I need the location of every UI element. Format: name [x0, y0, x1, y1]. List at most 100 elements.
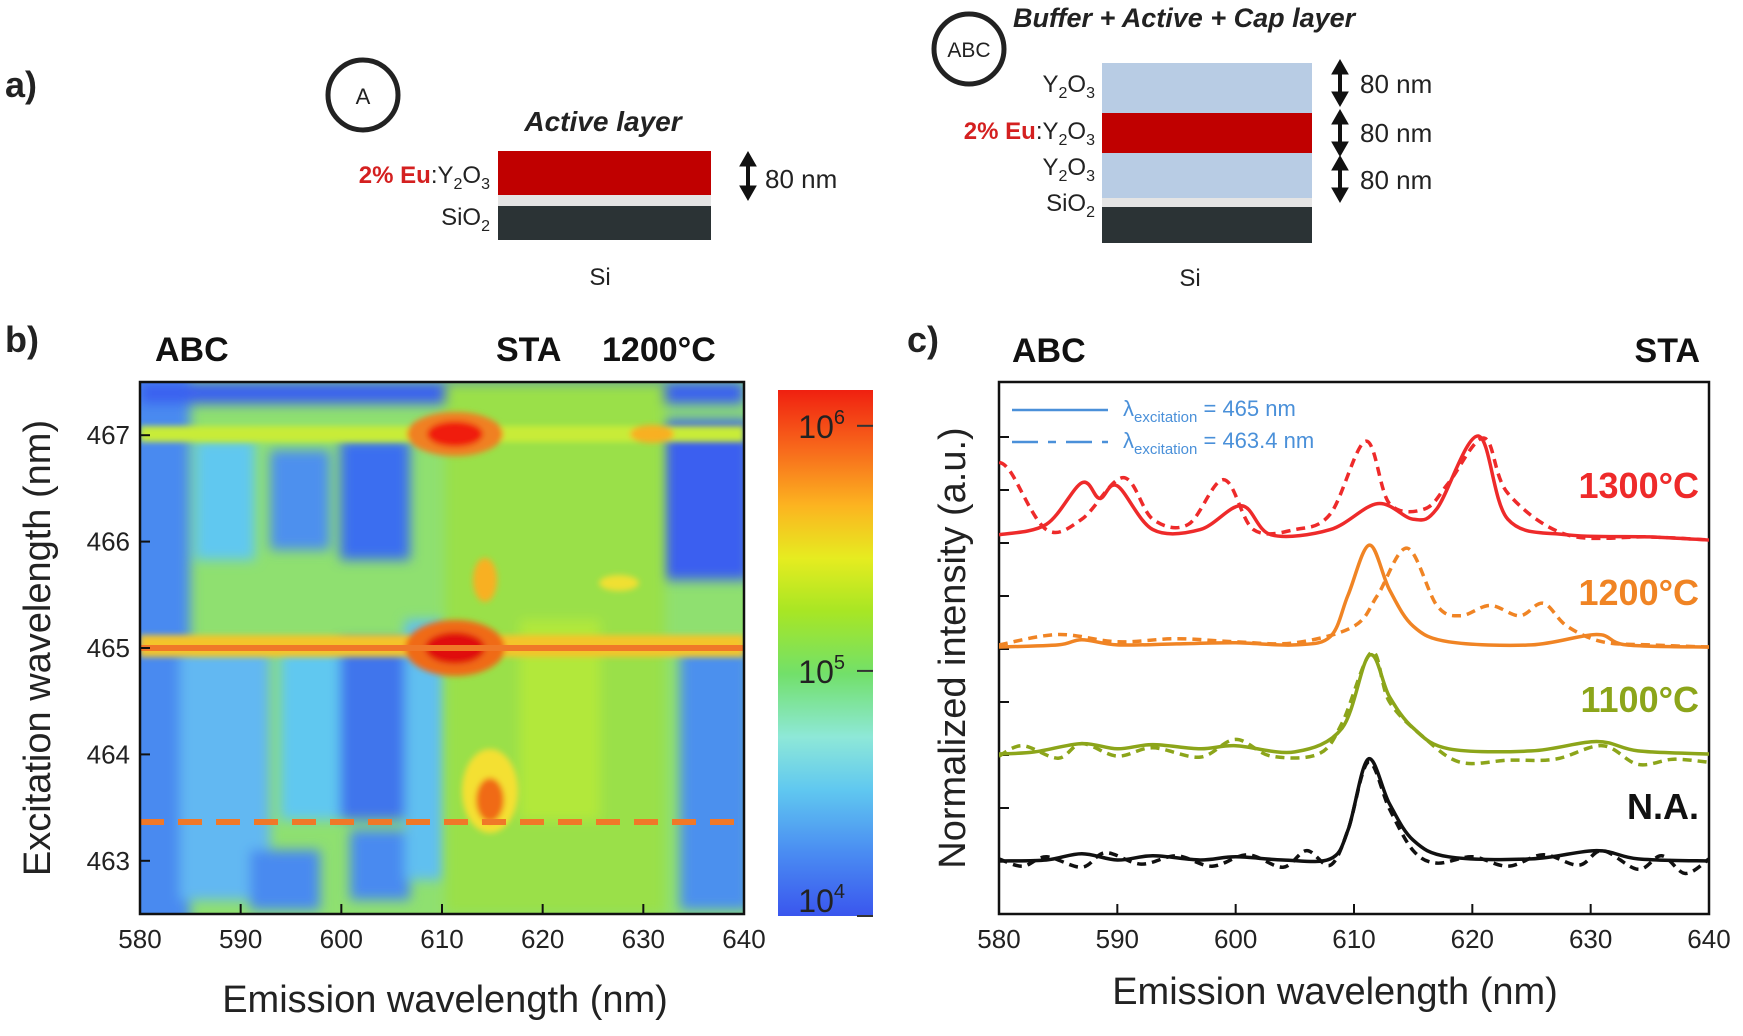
series-1300-c-label: 1300°C: [1579, 465, 1699, 506]
heatmap-y-tick-label: 463: [87, 846, 130, 876]
heatmap-x-tick-label: 580: [118, 924, 161, 954]
sample-abc-substrate-label: Si: [1179, 265, 1200, 292]
sample-abc-buffer-label: Y2O3: [1043, 154, 1096, 185]
heatmap-y-tick-label: 467: [87, 420, 130, 450]
line-chart-series: [999, 434, 1709, 876]
heatmap-y-tick-label: 465: [87, 633, 130, 663]
sample-abc-buffer-y: Y: [1043, 154, 1059, 181]
line-chart-legend: λexcitation = 465 nm λexcitation = 463.4…: [1012, 396, 1314, 458]
legend-dash-lambda: λ: [1123, 428, 1134, 453]
sample-a-o-text: O: [462, 162, 481, 189]
colorbar-tick-base: 10: [798, 883, 834, 919]
sample-abc-active-label: 2% Eu:Y2O3: [964, 118, 1095, 149]
line-chart-y-axis: [999, 436, 1009, 915]
legend-dash-sub: excitation: [1134, 441, 1197, 458]
sample-a-si-substrate: [498, 206, 711, 240]
colorbar-tick-exp: 6: [834, 407, 845, 429]
sample-abc-active-sub2: 2: [1059, 132, 1068, 149]
series-1100-c-dashed-line: [999, 650, 1709, 767]
heatmap-field: [140, 382, 744, 914]
colorbar-tick-label: 104: [798, 881, 845, 919]
panel-c-header-left: ABC: [1012, 332, 1086, 370]
sample-abc-sio-sub: 2: [1086, 204, 1095, 221]
sample-abc-si-substrate: [1102, 207, 1312, 243]
panel-b-header-mid: STA: [496, 331, 561, 369]
sample-a-sio2-label: SiO2: [441, 204, 490, 235]
legend-solid-value: = 465 nm: [1197, 396, 1295, 421]
legend-solid-lambda: λ: [1123, 396, 1134, 421]
double-arrow-icon: [739, 150, 757, 202]
sample-a-active-label: 2% Eu:Y2O3: [359, 162, 490, 193]
line-chart-x-tick-label: 630: [1569, 924, 1612, 954]
sample-abc-diagram: ABC Buffer + Active + Cap layer Y2O3 2% …: [931, 3, 1432, 292]
heatmap-ylabel: Excitation wavelength (nm): [17, 420, 59, 876]
sample-abc-cap-sub3: 3: [1086, 85, 1095, 102]
sample-a-title: Active layer: [523, 106, 683, 137]
sample-a-substrate-label: Si: [589, 264, 610, 291]
heatmap-x-axis: 580 590 600 610 620 630 640: [118, 904, 766, 954]
series-1100-c-label: 1100°C: [1581, 679, 1700, 720]
sample-a-badge-circle: [325, 57, 401, 133]
line-chart-x-tick-label: 580: [977, 924, 1020, 954]
heatmap-y-axis: 463 464 465 466 467: [87, 420, 150, 876]
sample-abc-cap-y: Y: [1043, 71, 1059, 98]
sample-a-thickness: 80 nm: [765, 164, 837, 194]
line-chart-x-tick-label: 620: [1451, 924, 1494, 954]
heatmap-band-467: [140, 412, 744, 456]
sample-a-sub2: 2: [454, 176, 463, 193]
sample-a-active-layer: [498, 151, 711, 195]
heatmap-x-tick-label: 640: [722, 924, 765, 954]
panel-a-label: a): [5, 64, 37, 105]
sample-abc-title: Buffer + Active + Cap layer: [1013, 3, 1357, 33]
heatmap-x-tick-label: 590: [219, 924, 262, 954]
line-chart-x-tick-label: 640: [1687, 924, 1730, 954]
colorbar-tick-exp: 5: [834, 652, 845, 674]
sample-a-y-text: :Y: [431, 162, 454, 189]
sample-abc-active-o: O: [1067, 118, 1086, 145]
panel-a: a) A Active layer 2% Eu:Y2O3 SiO2 80 nm …: [5, 3, 1432, 292]
sample-a-sio-sub: 2: [481, 218, 490, 235]
sample-abc-sio-text: SiO: [1046, 190, 1086, 217]
heatmap-x-tick-label: 620: [521, 924, 564, 954]
colorbar-tick-base: 10: [798, 654, 834, 690]
heatmap-y-tick-label: 464: [87, 739, 130, 769]
panel-b-header-left: ABC: [155, 331, 229, 369]
line-chart-series-labels: 1300°C 1200°C 1100°C N.A.: [1579, 465, 1699, 827]
legend-solid-sub: excitation: [1134, 409, 1197, 426]
series-1200-c-dashed-line: [999, 546, 1709, 649]
line-chart-x-axis: 580 590 600 610 620 630 640: [977, 904, 1731, 954]
series-1300-c-dashed-line: [999, 436, 1709, 542]
line-chart-x-tick-label: 600: [1214, 924, 1257, 954]
sample-a-badge: A: [356, 84, 371, 109]
panel-b-label: b): [5, 319, 39, 360]
sample-abc-buffer-sub3: 3: [1086, 168, 1095, 185]
colorbar-tick-label: 106: [798, 407, 845, 445]
double-arrow-icon: [1331, 154, 1349, 204]
line-chart-x-tick-label: 590: [1096, 924, 1139, 954]
sample-abc-cap-layer: [1102, 63, 1312, 113]
sample-a-sio-text: SiO: [441, 204, 481, 231]
sample-a-sub3: 3: [481, 176, 490, 193]
colorbar: [778, 390, 873, 916]
colorbar-tick-base: 10: [798, 409, 834, 445]
colorbar-tick-label: 105: [798, 652, 845, 690]
sample-abc-thickness-2: 80 nm: [1360, 118, 1432, 148]
series-1200-c-solid-line: [999, 543, 1709, 649]
sample-abc-y-text: :Y: [1036, 118, 1059, 145]
heatmap-y-tick-label: 466: [87, 527, 130, 557]
sample-abc-thickness-3: 80 nm: [1360, 165, 1432, 195]
sample-a-eu-text: 2% Eu: [359, 162, 431, 189]
line-chart-x-tick-label: 610: [1332, 924, 1375, 954]
sample-abc-buffer-layer: [1102, 153, 1312, 198]
line-chart-ylabel: Normalized intensity (a.u.): [932, 427, 974, 868]
legend-dash-value: = 463.4 nm: [1197, 428, 1314, 453]
heatmap-x-tick-label: 600: [320, 924, 363, 954]
heatmap-xlabel: Emission wavelength (nm): [222, 979, 668, 1021]
legend-solid-label: λexcitation = 465 nm: [1123, 396, 1296, 426]
sample-a-sio2-layer: [498, 195, 711, 206]
legend-dash-label: λexcitation = 463.4 nm: [1123, 428, 1314, 458]
heatmap-x-tick-label: 610: [420, 924, 463, 954]
panel-b-header-right: 1200°C: [602, 331, 716, 369]
